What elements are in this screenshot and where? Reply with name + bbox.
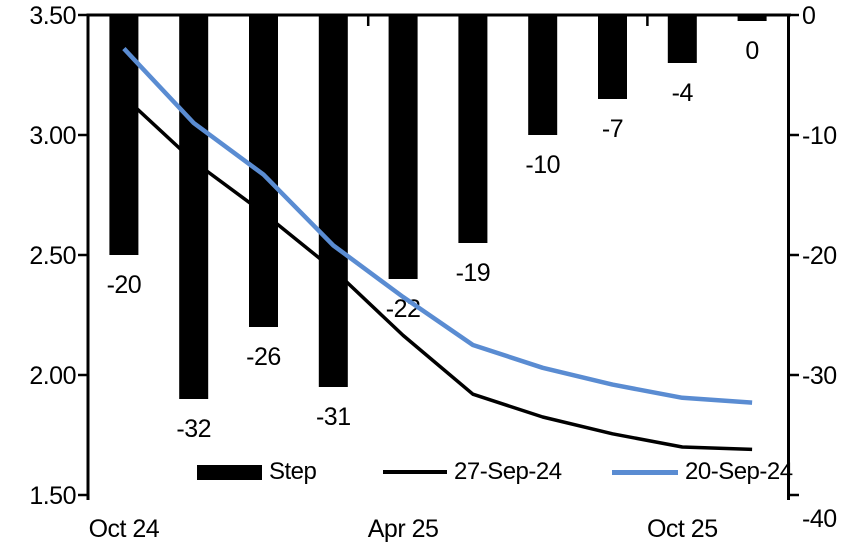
bar: [388, 15, 418, 279]
right-axis-tick-label: -30: [802, 362, 837, 390]
bar-value-label: -4: [672, 79, 694, 107]
bar-value-label: -10: [525, 151, 560, 179]
right-axis-tick-label: -40: [802, 505, 837, 533]
x-axis-label: Oct 24: [89, 515, 160, 543]
bar-value-label: -31: [316, 403, 351, 431]
bar: [667, 15, 697, 63]
bar-value-label: -20: [107, 271, 142, 299]
line-27-sep-24: [122, 95, 753, 452]
bar: [528, 15, 558, 135]
legend-20-sep-24-swatch: [612, 469, 678, 475]
x-axis-label: Apr 25: [368, 515, 439, 543]
left-axis-tick-label: 2.50: [29, 242, 76, 270]
x-axis-label: Oct 25: [647, 515, 718, 543]
left-axis-tick-label: 1.50: [29, 482, 76, 510]
left-axis-tick-label: 2.00: [29, 362, 76, 390]
bar: [109, 15, 139, 255]
bar: [598, 15, 627, 99]
legend-step-swatch: [197, 464, 262, 480]
bar: [318, 15, 348, 387]
bar: [249, 15, 278, 327]
legend-step-label: Step: [269, 458, 317, 485]
legend-item-step: Step: [197, 458, 317, 485]
left-axis-tick-label: 3.00: [29, 122, 76, 150]
bar-value-label: -26: [246, 343, 281, 371]
bar-value-label: -7: [602, 115, 623, 143]
bar-value-label: -32: [176, 415, 211, 443]
legend-item-20-sep-24: 20-Sep-24: [612, 459, 793, 485]
legend: Step 27-Sep-24 20-Sep-24: [0, 459, 852, 485]
legend-27-sep-24-swatch: [383, 470, 447, 474]
line-20-sep-24: [122, 47, 753, 405]
bar: [737, 15, 767, 21]
right-axis-tick-label: -20: [802, 242, 837, 270]
right-axis-tick-label: 0: [802, 2, 815, 30]
right-axis-tick-label: -10: [802, 122, 837, 150]
bar: [458, 15, 488, 243]
legend-item-27-sep-24: 27-Sep-24: [383, 459, 562, 485]
bar-value-label: 0: [745, 37, 758, 65]
bar-value-label: -19: [456, 259, 491, 287]
legend-27-sep-24-label: 27-Sep-24: [454, 458, 562, 485]
left-axis-tick-label: 3.50: [29, 2, 76, 30]
legend-20-sep-24-label: 20-Sep-24: [685, 458, 793, 485]
bar: [179, 15, 209, 399]
